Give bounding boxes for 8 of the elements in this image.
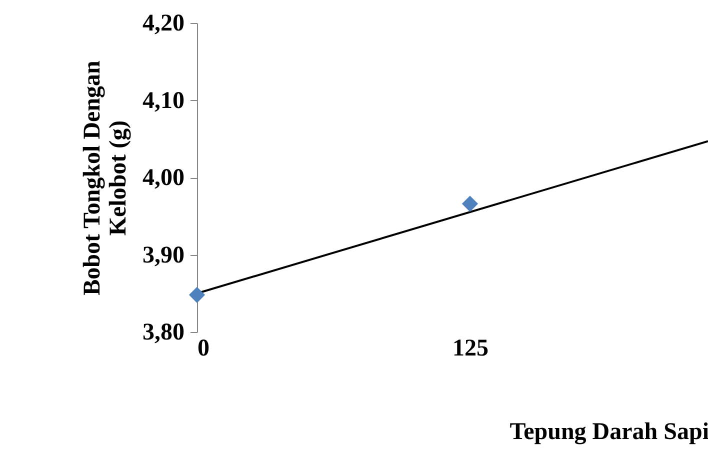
- y-tick-label: 3,80: [142, 320, 184, 346]
- x-tick-label: 0: [198, 336, 210, 362]
- y-tick-label: 3,90: [142, 242, 184, 268]
- x-tick-label: 125: [452, 336, 488, 362]
- y-axis-title: Bobot Tongkol Dengan Kelobot (g): [80, 60, 132, 296]
- y-tick-label: 4,20: [142, 10, 184, 36]
- y-tick-label: 4,10: [142, 88, 184, 114]
- y-tick-label: 4,00: [142, 165, 184, 191]
